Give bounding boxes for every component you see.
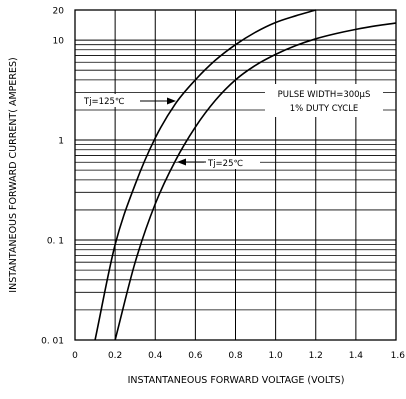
plot-frame [74,9,397,341]
y-tick-label-0: 20 [53,7,65,17]
tj25-label-box [204,156,260,169]
tj25-arrow-head [177,158,186,166]
series-lines [94,9,397,341]
x-tick-label-3: 0.6 [188,351,203,361]
pulse-width-annotation: PULSE WIDTH=300μS [278,90,371,100]
x-tick-label-8: 1.6 [391,351,406,361]
tj125-label: Tj=125℃ [83,97,125,107]
x-tick-label-1: 0.2 [108,351,122,361]
series-line-tj25 [114,22,397,341]
x-axis-title: INSTANTANEOUS FORWARD VOLTAGE (VOLTS) [128,375,345,386]
x-tick-label-0: 0 [72,351,78,361]
x-tick-label-6: 1.2 [309,351,323,361]
x-tick-label-7: 1.4 [349,351,364,361]
y-tick-label-2: 1 [58,137,64,147]
x-tick-labels: 0 0.2 0.4 0.6 0.8 1.0 1.2 1.4 1.6 [72,351,405,361]
x-tick-label-5: 1.0 [268,351,283,361]
y-tick-label-4: 0. 01 [41,337,64,347]
y-tick-label-1: 10 [53,37,65,47]
y-tick-labels: 20 10 1 0. 1 0. 01 [41,7,64,347]
duty-cycle-annotation: 1% DUTY CYCLE [290,104,359,114]
tj125-arrow-head [167,97,176,105]
grid-lines [75,10,396,340]
tj25-label: Tj=25℃ [207,159,243,169]
pulse-annotation-box [265,84,383,117]
x-tick-label-2: 0.4 [148,351,163,361]
y-tick-label-3: 0. 1 [47,237,64,247]
series-line-tj125 [94,9,316,341]
tj125-label-box [82,94,140,107]
y-axis-title: INSTANTANEOUS FORWARD CURRENT( AMPERES) [8,57,19,292]
x-tick-label-4: 0.8 [228,351,243,361]
